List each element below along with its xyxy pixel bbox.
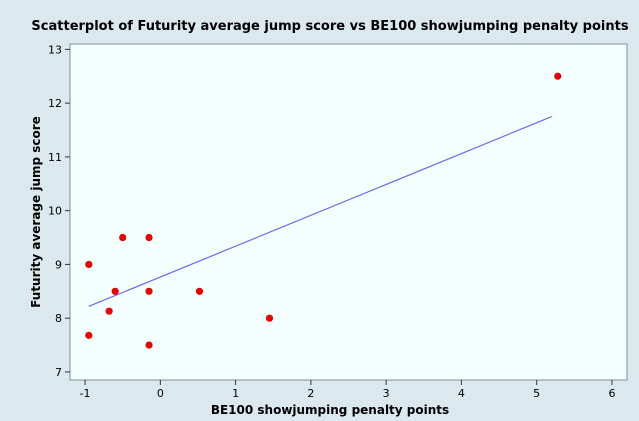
x-tick-label: 1 <box>232 387 239 400</box>
data-point <box>265 314 274 322</box>
data-point <box>105 307 113 315</box>
data-points <box>85 72 562 349</box>
x-axis: -1 0 1 2 3 4 5 6 <box>80 380 615 400</box>
y-tick-label: 11 <box>48 151 62 164</box>
regression-line <box>88 116 552 307</box>
y-tick-label: 12 <box>48 97 62 110</box>
x-tick-label: 3 <box>383 387 390 400</box>
plot-area <box>69 43 628 381</box>
x-tick-label: 4 <box>458 387 465 400</box>
y-tick-label: 7 <box>55 366 62 379</box>
y-tick-label: 13 <box>48 43 62 56</box>
fit-line-layer <box>88 116 552 307</box>
data-point <box>195 287 204 295</box>
chart-title: Scatterplot of Futurity average jump sco… <box>31 19 628 34</box>
data-point <box>145 341 153 349</box>
y-tick-label: 8 <box>55 312 62 325</box>
data-point <box>554 72 562 80</box>
data-point <box>145 233 153 242</box>
x-tick-label: 6 <box>608 387 615 400</box>
y-tick-label: 9 <box>55 258 62 271</box>
data-point <box>111 287 119 295</box>
data-point <box>145 287 153 295</box>
x-axis-label: BE100 showjumping penalty points <box>211 403 449 417</box>
data-point <box>119 233 127 242</box>
data-point <box>85 331 93 339</box>
x-tick-label: 0 <box>157 387 164 400</box>
y-axis-label: Futurity average jump score <box>29 116 43 308</box>
x-tick-label: 2 <box>307 387 314 400</box>
y-tick-label: 10 <box>48 205 62 218</box>
x-tick-label: 5 <box>533 387 540 400</box>
data-point <box>85 260 93 269</box>
x-tick-label: -1 <box>80 387 91 400</box>
y-axis: 7 8 9 10 11 12 13 <box>48 43 70 379</box>
